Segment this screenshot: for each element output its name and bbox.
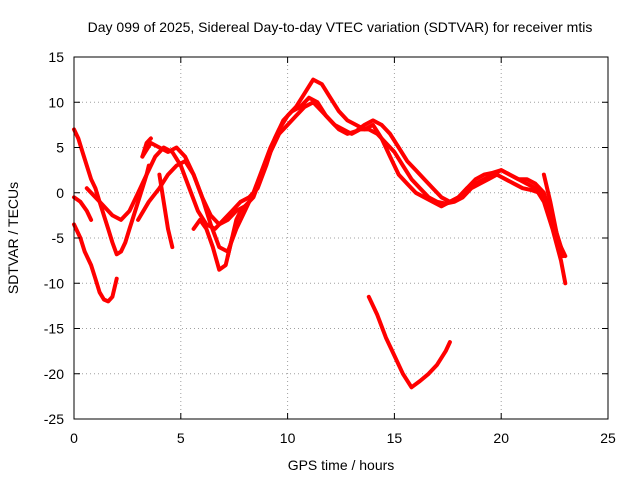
series-trace-11: [366, 294, 452, 390]
x-tick-label-3: 15: [387, 430, 403, 446]
y-tick-label-5: 0: [56, 185, 64, 201]
y-tick-label-0: -25: [44, 411, 64, 427]
series-trace-10: [541, 172, 566, 259]
y-tick-label-3: -10: [44, 275, 64, 291]
series-trace-7: [157, 172, 175, 250]
data-series-group: [72, 77, 568, 390]
x-tick-label-0: 0: [70, 430, 78, 446]
series-trace-5: [136, 77, 568, 286]
chart-title: Day 099 of 2025, Sidereal Day-to-day VTE…: [88, 19, 593, 35]
y-tick-label-6: 5: [56, 140, 64, 156]
x-tick-label-2: 10: [280, 430, 296, 446]
x-tick-label-4: 20: [493, 430, 509, 446]
series-trace-9: [225, 204, 247, 259]
y-axis-label: SDTVAR / TECUs: [5, 182, 21, 294]
axis-ticks: 0 5 10 15 20 25 -25 -20 -15 -10 -5 0 5 10 15: [44, 49, 616, 446]
series-trace-6: [140, 136, 153, 159]
y-tick-label-8: 15: [48, 49, 64, 65]
series-trace-2: [72, 195, 94, 222]
series-trace-1: [72, 222, 119, 304]
x-tick-label-5: 25: [600, 430, 616, 446]
x-tick-label-1: 5: [177, 430, 185, 446]
series-trace-0: [72, 127, 151, 257]
y-tick-label-1: -20: [44, 366, 64, 382]
series-trace-8: [191, 217, 235, 272]
y-tick-label-2: -15: [44, 321, 64, 337]
y-tick-label-4: -5: [52, 230, 65, 246]
x-axis-label: GPS time / hours: [288, 457, 395, 473]
y-tick-label-7: 10: [48, 94, 64, 110]
